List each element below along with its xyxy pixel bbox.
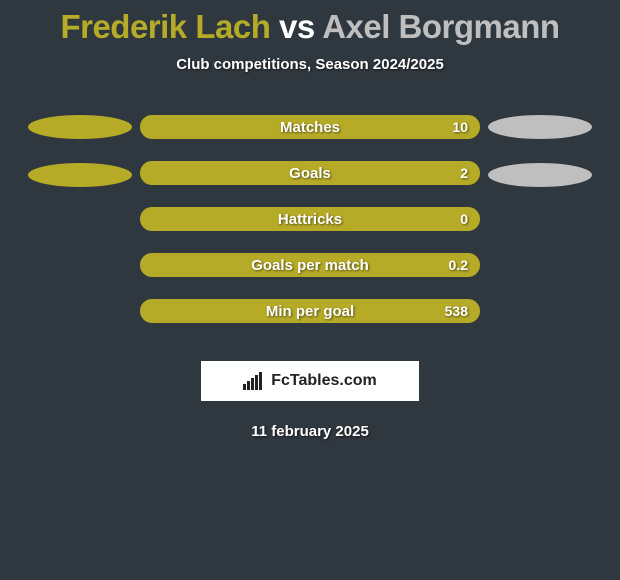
stat-bar: Hattricks 0 bbox=[140, 207, 480, 231]
stat-label: Matches bbox=[280, 119, 340, 136]
stat-bar: Goals per match 0.2 bbox=[140, 253, 480, 277]
bars-column: Matches 10 Goals 2 Hattricks 0 Goals per match… bbox=[140, 115, 480, 331]
stat-value: 2 bbox=[460, 165, 468, 181]
stat-value: 0 bbox=[460, 211, 468, 227]
right-ellipse bbox=[488, 163, 592, 187]
subtitle: Club competitions, Season 2024/2025 bbox=[0, 56, 620, 73]
stat-bar: Goals 2 bbox=[140, 161, 480, 185]
stat-label: Min per goal bbox=[266, 303, 354, 320]
right-ellipse bbox=[488, 115, 592, 139]
bar-chart-icon bbox=[243, 372, 265, 390]
stat-value: 0.2 bbox=[449, 257, 468, 273]
left-ellipse bbox=[28, 163, 132, 187]
date-line: 11 february 2025 bbox=[0, 423, 620, 440]
page-title: Frederik Lach vs Axel Borgmann bbox=[0, 0, 620, 46]
stat-label: Goals per match bbox=[251, 257, 369, 274]
title-player2: Axel Borgmann bbox=[322, 8, 559, 45]
stat-label: Hattricks bbox=[278, 211, 342, 228]
right-indicator-column bbox=[480, 115, 600, 331]
brand-badge: FcTables.com bbox=[201, 361, 419, 401]
title-vs: vs bbox=[270, 8, 322, 45]
stats-area: Matches 10 Goals 2 Hattricks 0 Goals per match… bbox=[0, 115, 620, 331]
stat-bar: Min per goal 538 bbox=[140, 299, 480, 323]
left-indicator-column bbox=[20, 115, 140, 331]
title-player1: Frederik Lach bbox=[60, 8, 270, 45]
brand-text: FcTables.com bbox=[271, 372, 377, 390]
left-ellipse bbox=[28, 115, 132, 139]
stat-label: Goals bbox=[289, 165, 331, 182]
stat-value: 538 bbox=[445, 303, 468, 319]
stat-value: 10 bbox=[452, 119, 468, 135]
stat-bar: Matches 10 bbox=[140, 115, 480, 139]
